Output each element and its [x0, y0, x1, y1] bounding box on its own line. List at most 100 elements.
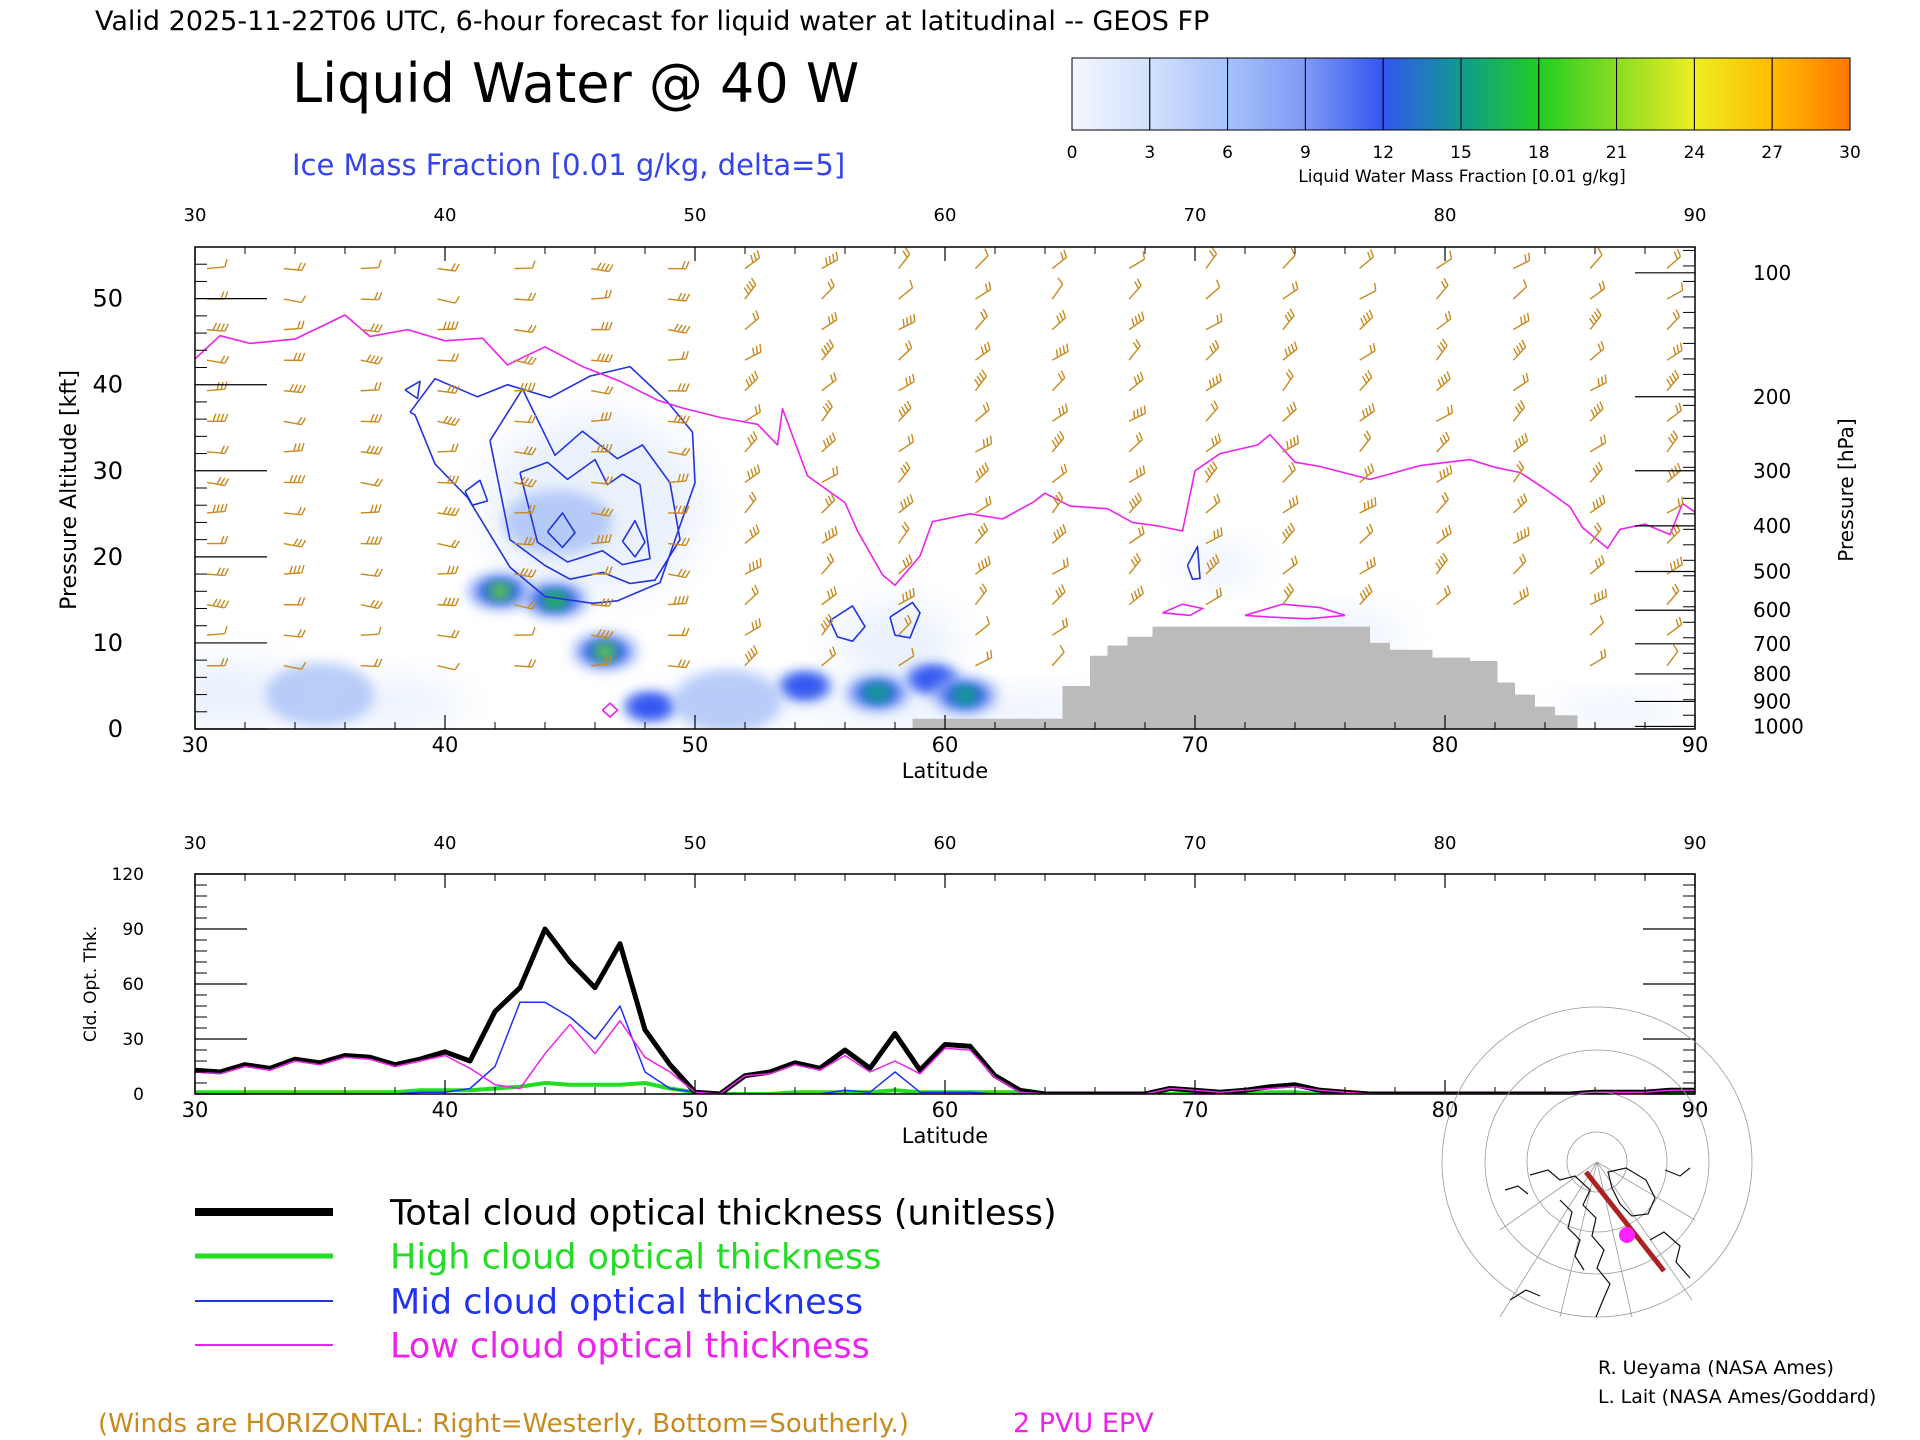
- wind-barb: [668, 505, 690, 514]
- wind-barb: [975, 555, 991, 575]
- ice-contour: [404, 380, 421, 400]
- wind-barb: [206, 445, 229, 455]
- wind-barb: [1435, 492, 1449, 514]
- wind-barb: [1051, 343, 1069, 361]
- wind-barb: [1051, 403, 1069, 422]
- wind-barb: [821, 492, 836, 514]
- wind-barb: [1512, 339, 1527, 361]
- wind-barb: [360, 413, 383, 423]
- wind-barb: [591, 598, 614, 607]
- wind-barb: [898, 373, 915, 392]
- wind-barb: [360, 599, 384, 610]
- wind-barb: [1512, 553, 1527, 575]
- lower-top-tick-label: 90: [1684, 833, 1707, 854]
- wind-barb: [821, 251, 839, 270]
- wind-barb: [1051, 370, 1066, 392]
- wind-barb: [360, 536, 383, 545]
- wind-barb: [514, 324, 537, 334]
- wind-barb: [514, 446, 537, 456]
- credit-ueyama: R. Ueyama (NASA Ames): [1598, 1357, 1834, 1379]
- wind-barb: [591, 444, 613, 453]
- wind-barb: [974, 616, 991, 636]
- wind-barb: [667, 568, 691, 579]
- wind-barb: [1051, 463, 1068, 483]
- wind-barb: [821, 372, 837, 392]
- wind-barb: [1205, 279, 1221, 300]
- wind-barb: [437, 629, 460, 639]
- map-coastlines: [1504, 1167, 1691, 1318]
- wind-barb: [360, 658, 383, 668]
- wind-barb: [283, 442, 305, 453]
- wind-barb: [591, 411, 612, 422]
- colorbar-swatch: [1382, 57, 1462, 131]
- main-top-tick-label: 90: [1684, 205, 1707, 226]
- wind-barb: [974, 401, 990, 422]
- wind-barb: [1666, 496, 1684, 514]
- wind-barb: [975, 281, 992, 300]
- wind-barb: [283, 597, 306, 606]
- wind-barb: [283, 320, 305, 331]
- wind-barb: [437, 662, 460, 671]
- colorbar-swatch: [1149, 57, 1229, 131]
- wind-barb: [437, 353, 460, 362]
- wind-barb: [437, 475, 460, 484]
- wind-barb: [821, 646, 837, 667]
- wind-barb: [514, 659, 537, 668]
- ice-contours: [404, 365, 1201, 642]
- wind-barb: [898, 247, 911, 269]
- wind-barb: [360, 291, 383, 301]
- wind-barb: [1513, 252, 1531, 270]
- ice-contour: [889, 601, 921, 639]
- wind-barb: [1359, 497, 1377, 514]
- colorbar-tick-label: 30: [1839, 143, 1861, 163]
- wind-barb: [514, 627, 536, 636]
- wind-barb: [975, 435, 993, 453]
- main-y-tick-label: 0: [108, 715, 123, 743]
- wind-barb: [1589, 494, 1606, 514]
- wind-barb: [360, 354, 384, 365]
- wind-barb: [1666, 644, 1679, 667]
- wind-barb: [360, 323, 383, 333]
- wind-barb: [514, 292, 537, 301]
- wind-barbs: [206, 247, 1684, 671]
- wind-barb: [1359, 309, 1374, 331]
- wind-barb: [744, 344, 762, 361]
- wind-barb: [1282, 247, 1296, 269]
- lower-x-tick-label: 60: [932, 1098, 959, 1122]
- main-y-tick-label: 50: [92, 285, 123, 313]
- liquid-water-blob: [466, 571, 534, 612]
- wind-barb: [1051, 557, 1069, 575]
- wind-barb: [1359, 369, 1373, 392]
- wind-barb: [206, 625, 228, 636]
- wind-barb: [283, 352, 306, 362]
- colorbar-swatch: [1071, 57, 1151, 131]
- wind-barb: [206, 355, 230, 364]
- wind-barb: [975, 495, 992, 514]
- wind-barb: [1359, 557, 1376, 575]
- legend-label-total: Total cloud optical thickness (unitless): [389, 1193, 1057, 1233]
- main-y-tick-label: 40: [92, 371, 123, 399]
- wind-barb: [1512, 400, 1526, 422]
- wind-barb: [1435, 338, 1448, 361]
- lower-y-tick-label: 120: [112, 865, 144, 885]
- lower-top-tick-label: 70: [1184, 833, 1207, 854]
- wind-barb: [744, 618, 762, 636]
- wind-barb: [667, 292, 691, 302]
- main-x-tick-label: 50: [682, 733, 709, 757]
- wind-barb: [437, 296, 460, 304]
- credit-lait: L. Lait (NASA Ames/Goddard): [1598, 1386, 1876, 1408]
- wind-barb: [1666, 402, 1683, 422]
- wind-barb: [1128, 311, 1145, 331]
- wind-barb: [283, 506, 306, 516]
- map-graticule: [1441, 1006, 1753, 1318]
- liquid-water-haze: [835, 602, 955, 683]
- epv-legend: 2 PVU EPV: [1013, 1408, 1154, 1439]
- wind-barb: [1282, 341, 1298, 361]
- lower-ylabel: Cld. Opt. Thk.: [81, 926, 101, 1042]
- pressure-tick-label: 600: [1753, 598, 1791, 622]
- wind-barb: [821, 311, 838, 331]
- wind-barb: [898, 279, 914, 300]
- wind-barb: [283, 474, 306, 484]
- wind-barb: [744, 645, 758, 667]
